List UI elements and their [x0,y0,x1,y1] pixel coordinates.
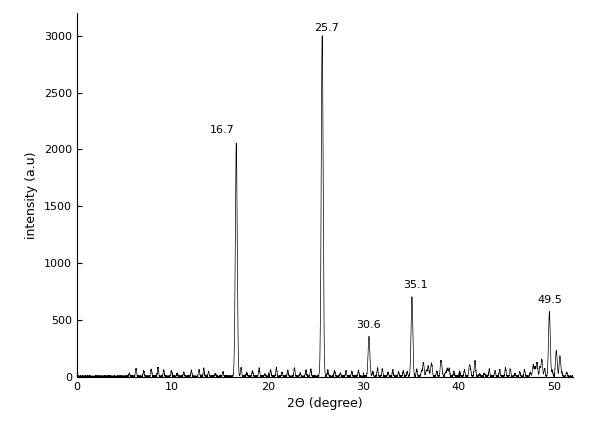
Text: 16.7: 16.7 [210,125,234,135]
Text: 49.5: 49.5 [537,295,562,305]
Text: 30.6: 30.6 [356,320,381,330]
X-axis label: 2Θ (degree): 2Θ (degree) [287,397,363,410]
Text: 25.7: 25.7 [314,23,339,33]
Text: 35.1: 35.1 [404,280,428,291]
Y-axis label: intensity (a.u): intensity (a.u) [25,151,38,239]
